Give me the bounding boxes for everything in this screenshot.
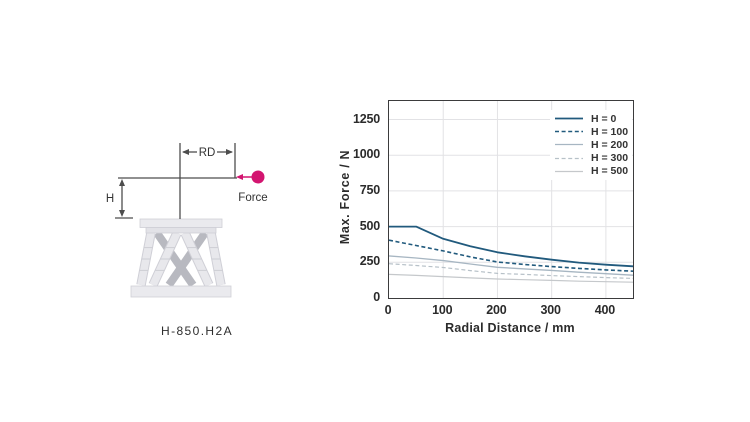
- series-line-H-200: [389, 255, 633, 276]
- series-line-H-100: [389, 239, 633, 272]
- legend-line-sample: [555, 130, 583, 133]
- chart-canvas-svg: [389, 101, 633, 298]
- series-line-H-500: [389, 273, 633, 283]
- legend-line-sample: [555, 157, 583, 159]
- y-tick-label: 250: [359, 254, 380, 269]
- legend-item: H = 100: [554, 125, 628, 138]
- rd-label: RD: [199, 147, 216, 159]
- legend-line-sample: [555, 144, 583, 146]
- legend-label: H = 300: [591, 152, 629, 165]
- legend-line-sample: [555, 117, 583, 120]
- legend-item: H = 300: [554, 152, 628, 165]
- rd-arrowhead-right: [226, 149, 233, 155]
- legend-item: H = 0: [554, 112, 628, 125]
- x-axis-title: Radial Distance / mm: [445, 321, 575, 335]
- product-caption: H-850.H2A: [161, 324, 233, 338]
- x-tick-label: 100: [432, 303, 453, 317]
- hexapod-top-plate: [139, 218, 223, 228]
- x-tick-label: 400: [594, 303, 616, 317]
- dimension-lines: [115, 143, 237, 219]
- y-tick-label: 500: [359, 218, 380, 233]
- legend-label: H = 500: [591, 165, 629, 178]
- dimension-arrowheads: [119, 149, 233, 217]
- hexapod-struts-front: [136, 231, 226, 287]
- legend-item: H = 200: [554, 138, 628, 151]
- force-arrowhead: [236, 174, 243, 180]
- x-tick-label: 200: [486, 303, 507, 317]
- y-tick-label: 0: [373, 290, 380, 304]
- hexapod-strut-segments: [139, 247, 223, 271]
- legend-label: H = 100: [591, 125, 629, 138]
- hexapod-base-plate: [130, 285, 232, 298]
- hexapod-struts-back: [153, 230, 209, 288]
- h-arrowhead-down: [119, 210, 125, 217]
- series-line-H-0: [389, 225, 633, 268]
- hexapod-top-plate-step: [145, 227, 217, 234]
- h-label: H: [106, 193, 114, 205]
- series-line-H-300: [389, 263, 633, 279]
- force-marker-dot: [251, 170, 265, 184]
- legend-label: H = 200: [591, 138, 629, 151]
- hexapod-strut: [153, 230, 197, 288]
- y-axis-title: Max. Force / N: [338, 149, 352, 245]
- legend-line-sample: [555, 170, 583, 172]
- hexapod-strut: [165, 230, 209, 288]
- rd-arrowhead-left: [182, 149, 189, 155]
- x-tick-label: 300: [540, 303, 561, 317]
- y-tick-label: 1000: [352, 147, 380, 162]
- legend-label: H = 0: [591, 112, 617, 125]
- y-tick-label: 1250: [352, 111, 380, 126]
- force-label: Force: [238, 192, 267, 204]
- hexapod-diagram-svg: RD H Force H-850.H2A: [106, 143, 268, 338]
- h-arrowhead-up: [119, 179, 125, 186]
- y-tick-label: 750: [359, 182, 380, 197]
- legend-item: H = 500: [554, 165, 628, 178]
- x-tick-label: 0: [384, 303, 392, 317]
